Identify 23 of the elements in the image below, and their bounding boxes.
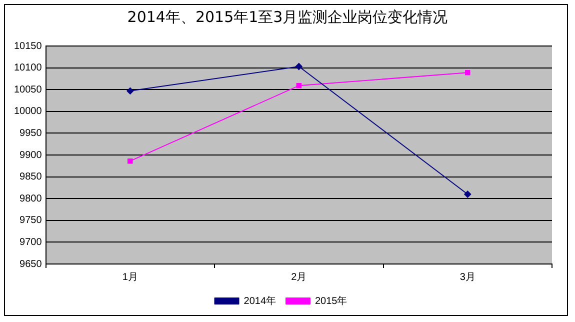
x-tick-label: 1月 xyxy=(122,272,138,283)
y-tick-label: 9650 xyxy=(20,258,42,270)
y-tick-label: 10000 xyxy=(14,106,42,118)
legend-label: 2015年 xyxy=(315,294,348,307)
y-tick-label: 9700 xyxy=(20,236,42,248)
y-tick-label: 9800 xyxy=(20,193,42,204)
y-tick-label: 9900 xyxy=(20,150,42,161)
x-tick-label: 3月 xyxy=(460,272,476,283)
y-tick-label: 10050 xyxy=(14,84,42,96)
point xyxy=(126,87,134,94)
y-tick-label: 9850 xyxy=(20,172,42,183)
point xyxy=(465,70,470,76)
x-tick-label: 2月 xyxy=(291,272,307,283)
y-tick-label: 9750 xyxy=(20,215,42,226)
y-tick-label: 10100 xyxy=(14,62,42,74)
point xyxy=(464,190,472,198)
y-tick-label: 9950 xyxy=(20,128,42,139)
chart-title: 2014年、2015年1至3月监测企业岗位变化情况 xyxy=(126,8,449,27)
point xyxy=(296,83,302,88)
point xyxy=(295,62,302,70)
y-tick-label: 10150 xyxy=(14,40,42,52)
point xyxy=(128,158,133,164)
legend-label: 2014年 xyxy=(244,294,276,307)
